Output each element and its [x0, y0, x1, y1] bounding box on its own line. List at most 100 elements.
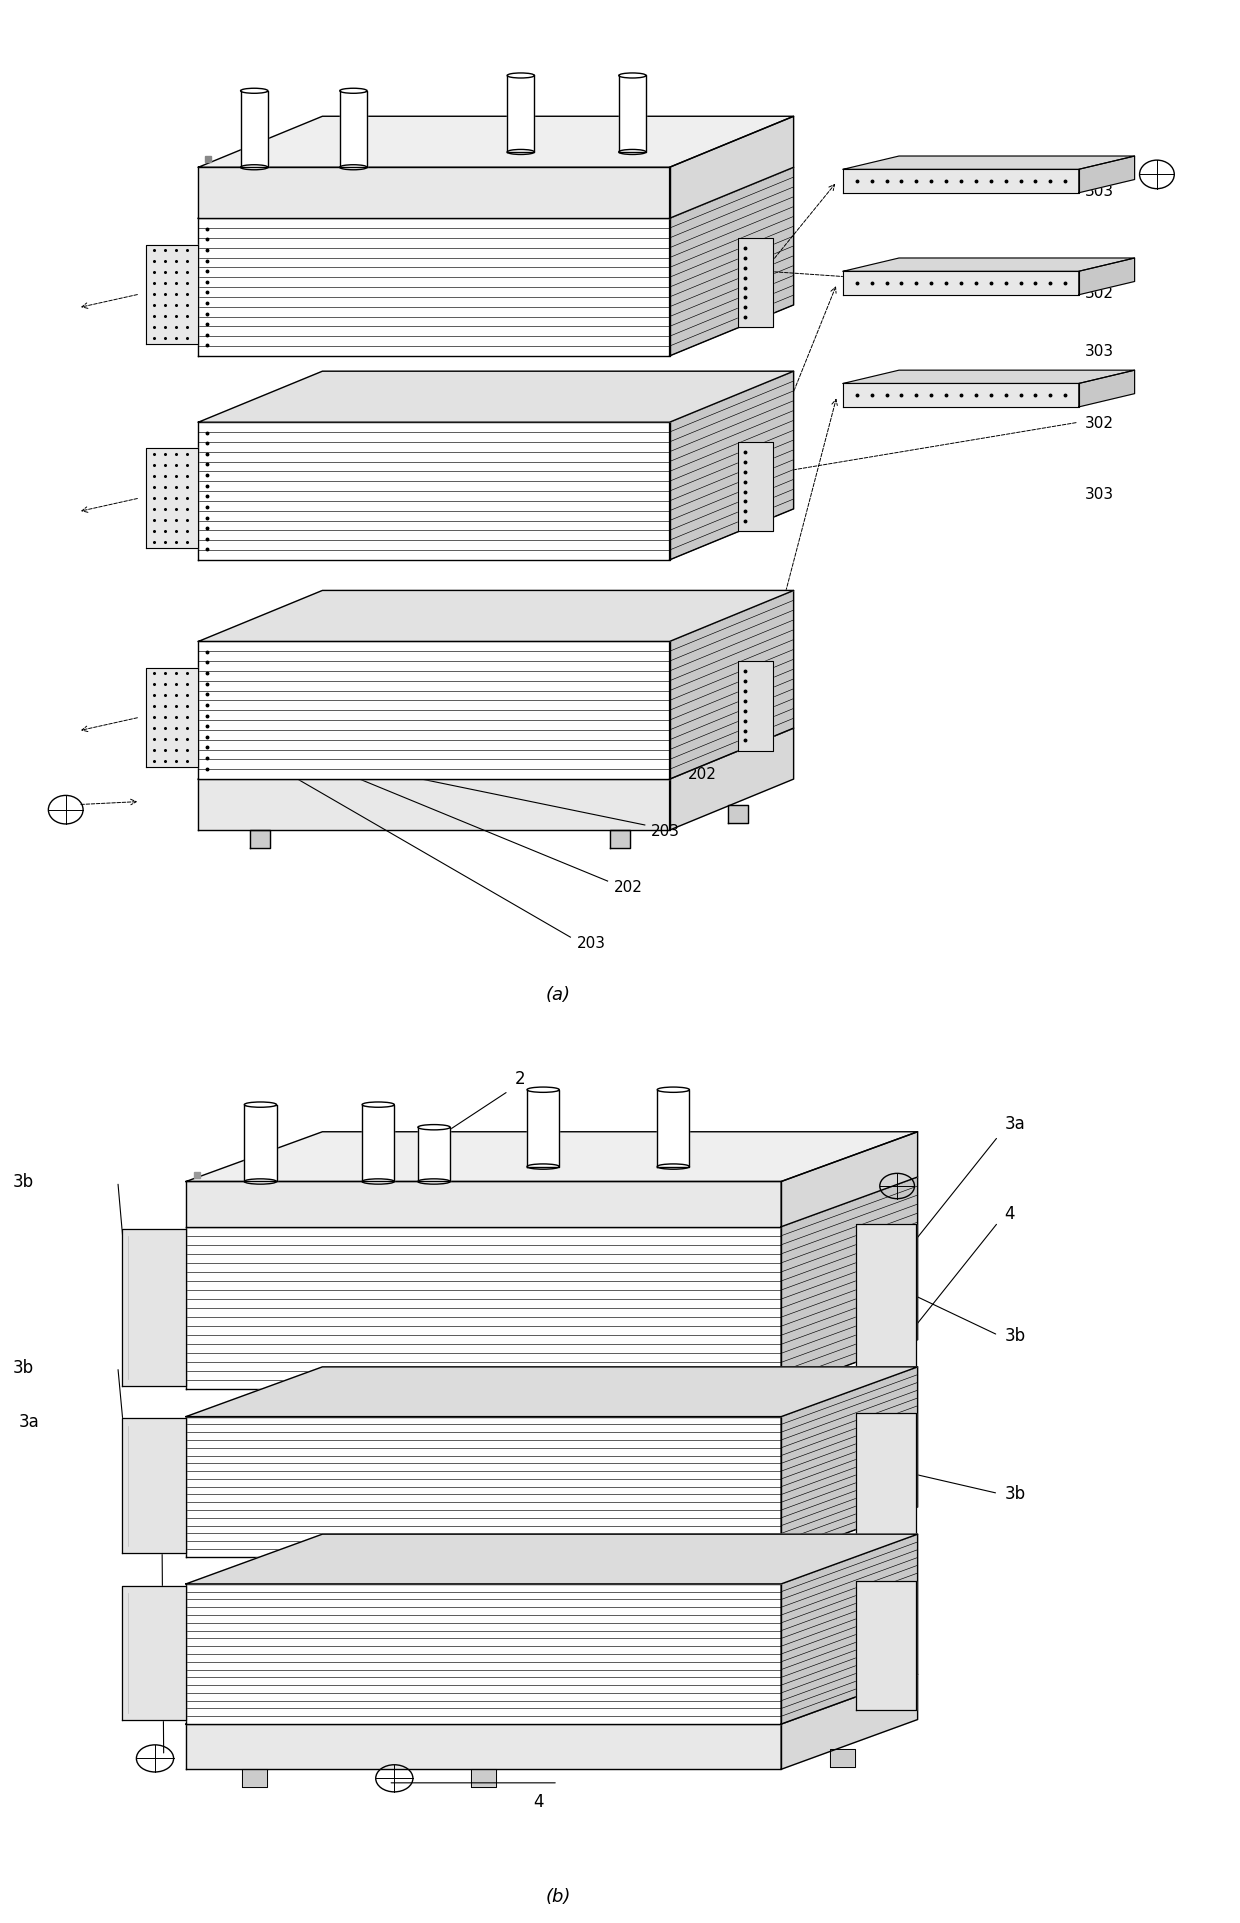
Polygon shape — [856, 1413, 915, 1542]
Polygon shape — [843, 273, 1079, 296]
Polygon shape — [250, 831, 270, 848]
Polygon shape — [781, 1177, 918, 1390]
Polygon shape — [738, 442, 773, 533]
Polygon shape — [186, 1535, 918, 1585]
Polygon shape — [186, 1133, 918, 1183]
Polygon shape — [781, 1535, 918, 1725]
Polygon shape — [198, 371, 794, 423]
Polygon shape — [242, 1769, 267, 1788]
Text: 3b: 3b — [12, 1358, 33, 1377]
Text: 303: 303 — [1085, 344, 1114, 360]
Ellipse shape — [340, 88, 367, 94]
Polygon shape — [186, 1417, 781, 1558]
Polygon shape — [122, 1419, 186, 1554]
Polygon shape — [843, 385, 1079, 408]
Polygon shape — [198, 590, 794, 642]
Text: 3a: 3a — [1004, 1113, 1025, 1133]
Polygon shape — [856, 1225, 915, 1375]
Polygon shape — [843, 371, 1135, 385]
Polygon shape — [122, 1586, 186, 1721]
Polygon shape — [670, 117, 794, 219]
Polygon shape — [738, 662, 773, 752]
Text: 3b: 3b — [1004, 1485, 1025, 1502]
Ellipse shape — [507, 150, 534, 156]
Text: 202: 202 — [688, 767, 717, 783]
Polygon shape — [198, 117, 794, 167]
Polygon shape — [244, 1106, 277, 1183]
Polygon shape — [670, 590, 794, 779]
Polygon shape — [198, 729, 794, 779]
Polygon shape — [198, 642, 670, 779]
Polygon shape — [670, 167, 794, 358]
Text: (b): (b) — [546, 1886, 570, 1906]
Text: 2: 2 — [515, 1069, 526, 1086]
Text: 4: 4 — [1004, 1204, 1014, 1223]
Polygon shape — [728, 806, 748, 823]
Text: 3a: 3a — [19, 1411, 40, 1431]
Polygon shape — [340, 92, 367, 167]
Polygon shape — [418, 1127, 450, 1183]
Ellipse shape — [527, 1163, 559, 1169]
Ellipse shape — [619, 73, 646, 79]
Polygon shape — [198, 167, 794, 219]
Polygon shape — [831, 1750, 854, 1767]
Text: 3b: 3b — [1004, 1327, 1025, 1344]
Polygon shape — [198, 423, 670, 562]
Text: 3b: 3b — [12, 1173, 33, 1190]
Polygon shape — [781, 1133, 918, 1227]
Polygon shape — [146, 246, 198, 344]
Polygon shape — [186, 1183, 781, 1227]
Text: 203: 203 — [651, 823, 680, 838]
Polygon shape — [843, 171, 1079, 194]
Polygon shape — [657, 1090, 689, 1167]
Polygon shape — [619, 77, 646, 154]
Ellipse shape — [340, 165, 367, 171]
Text: 303: 303 — [1085, 487, 1114, 502]
Polygon shape — [738, 238, 773, 329]
Ellipse shape — [657, 1088, 689, 1092]
Polygon shape — [122, 1229, 186, 1386]
Polygon shape — [1079, 158, 1135, 194]
Text: 303: 303 — [1085, 185, 1114, 200]
Polygon shape — [146, 669, 198, 767]
Polygon shape — [198, 779, 670, 831]
Ellipse shape — [657, 1163, 689, 1169]
Text: 203: 203 — [725, 715, 754, 731]
Ellipse shape — [418, 1125, 450, 1131]
Polygon shape — [843, 260, 1135, 273]
Polygon shape — [198, 219, 670, 358]
Polygon shape — [241, 92, 268, 167]
Polygon shape — [471, 1769, 496, 1788]
Polygon shape — [670, 729, 794, 831]
Ellipse shape — [244, 1179, 277, 1185]
Text: 203: 203 — [577, 935, 605, 950]
Ellipse shape — [362, 1179, 394, 1185]
Text: (a): (a) — [546, 986, 570, 1004]
Polygon shape — [186, 1227, 781, 1390]
Polygon shape — [1079, 371, 1135, 408]
Ellipse shape — [241, 88, 268, 94]
Ellipse shape — [362, 1102, 394, 1108]
Polygon shape — [1079, 260, 1135, 296]
Polygon shape — [186, 1725, 781, 1769]
Polygon shape — [610, 831, 630, 848]
Polygon shape — [186, 1585, 781, 1725]
Ellipse shape — [241, 165, 268, 171]
Polygon shape — [198, 167, 670, 219]
Polygon shape — [781, 1675, 918, 1769]
Ellipse shape — [244, 1102, 277, 1108]
Polygon shape — [146, 450, 198, 548]
Polygon shape — [527, 1090, 559, 1167]
Polygon shape — [186, 1675, 918, 1725]
Ellipse shape — [418, 1179, 450, 1185]
Polygon shape — [186, 1367, 918, 1417]
Text: 302: 302 — [1085, 415, 1114, 431]
Text: 302: 302 — [1085, 287, 1114, 302]
Polygon shape — [362, 1106, 394, 1183]
Ellipse shape — [527, 1088, 559, 1092]
Ellipse shape — [507, 73, 534, 79]
Text: 4: 4 — [533, 1792, 543, 1810]
Polygon shape — [670, 371, 794, 562]
Polygon shape — [843, 158, 1135, 171]
Polygon shape — [781, 1367, 918, 1558]
